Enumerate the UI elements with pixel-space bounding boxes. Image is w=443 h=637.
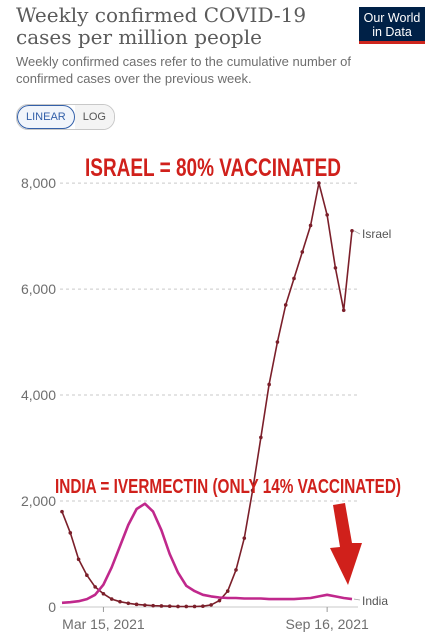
israel-point [317, 181, 321, 185]
series-line-india [61, 502, 353, 605]
israel-point [192, 604, 197, 609]
series-label-israel: Israel [362, 227, 391, 241]
israel-point [217, 598, 222, 603]
series-layer [60, 181, 354, 609]
owid-logo[interactable]: Our World in Data [359, 7, 425, 44]
israel-point [134, 602, 139, 607]
series-label-connector [353, 598, 361, 601]
israel-point [126, 601, 131, 606]
israel-point [292, 276, 296, 281]
logo-line-1: Our World [363, 11, 421, 25]
israel-point [325, 213, 329, 217]
israel-point [267, 382, 271, 387]
israel-point [308, 223, 313, 228]
israel-point [167, 604, 172, 609]
y-tick-label: 4,000 [21, 387, 56, 403]
israel-point [176, 604, 180, 609]
israel-point [151, 603, 155, 608]
y-tick-label: 2,000 [21, 493, 56, 509]
israel-point [118, 599, 122, 604]
israel-point [225, 589, 230, 593]
israel-point [333, 266, 338, 270]
israel-point [76, 557, 81, 562]
israel-point [101, 591, 106, 596]
israel-point [85, 573, 89, 578]
chart-subtitle: Weekly confirmed cases refer to the cumu… [16, 54, 352, 86]
y-tick-label: 6,000 [21, 281, 56, 297]
israel-point [159, 604, 164, 608]
israel-point [209, 603, 213, 607]
log-scale-button[interactable]: LOG [74, 105, 114, 129]
israel-point [350, 228, 354, 233]
israel-point [93, 585, 97, 589]
x-tick-label: Sep 16, 2021 [285, 616, 369, 632]
israel-point [242, 536, 247, 540]
y-tick-label: 0 [48, 599, 56, 615]
israel-point [60, 509, 64, 514]
axis-layer: 0 2,000 4,000 6,000 8,000 Mar 15, 2021 Sep 16,… [21, 175, 369, 632]
series-label-india: India [362, 594, 388, 608]
annotation-layer: ISRAEL = 80% VACCINATED INDIA = IVERMECTI… [55, 154, 401, 585]
israel-point [259, 435, 263, 440]
israel-point [275, 340, 280, 344]
chart-title: Weekly confirmed COVID-19 cases per mill… [16, 3, 307, 49]
israel-point [250, 488, 255, 493]
israel-point [283, 303, 288, 307]
israel-point [109, 597, 114, 601]
israel-point [143, 603, 147, 607]
y-tick-label: 8,000 [21, 175, 56, 191]
series-label-connector [353, 230, 361, 235]
arrow-annotation [330, 503, 362, 585]
grid-layer [60, 182, 358, 608]
logo-line-2: in Data [372, 25, 412, 39]
israel-point [341, 308, 346, 313]
israel-point [300, 250, 305, 254]
x-tick-label: Mar 15, 2021 [62, 616, 145, 632]
israel-point [68, 531, 73, 535]
label-layer: Israel India [353, 227, 391, 608]
israel-annotation: ISRAEL = 80% VACCINATED [85, 154, 341, 182]
india-annotation: INDIA = IVERMECTIN (ONLY 14% VACCINATED) [55, 476, 401, 498]
linear-scale-button[interactable]: LINEAR [17, 105, 75, 129]
israel-point [201, 604, 205, 609]
logo-accent-bar [359, 41, 425, 44]
israel-point [234, 568, 238, 572]
scale-toggle: LINEAR LOG [16, 104, 115, 130]
israel-point [184, 604, 189, 609]
